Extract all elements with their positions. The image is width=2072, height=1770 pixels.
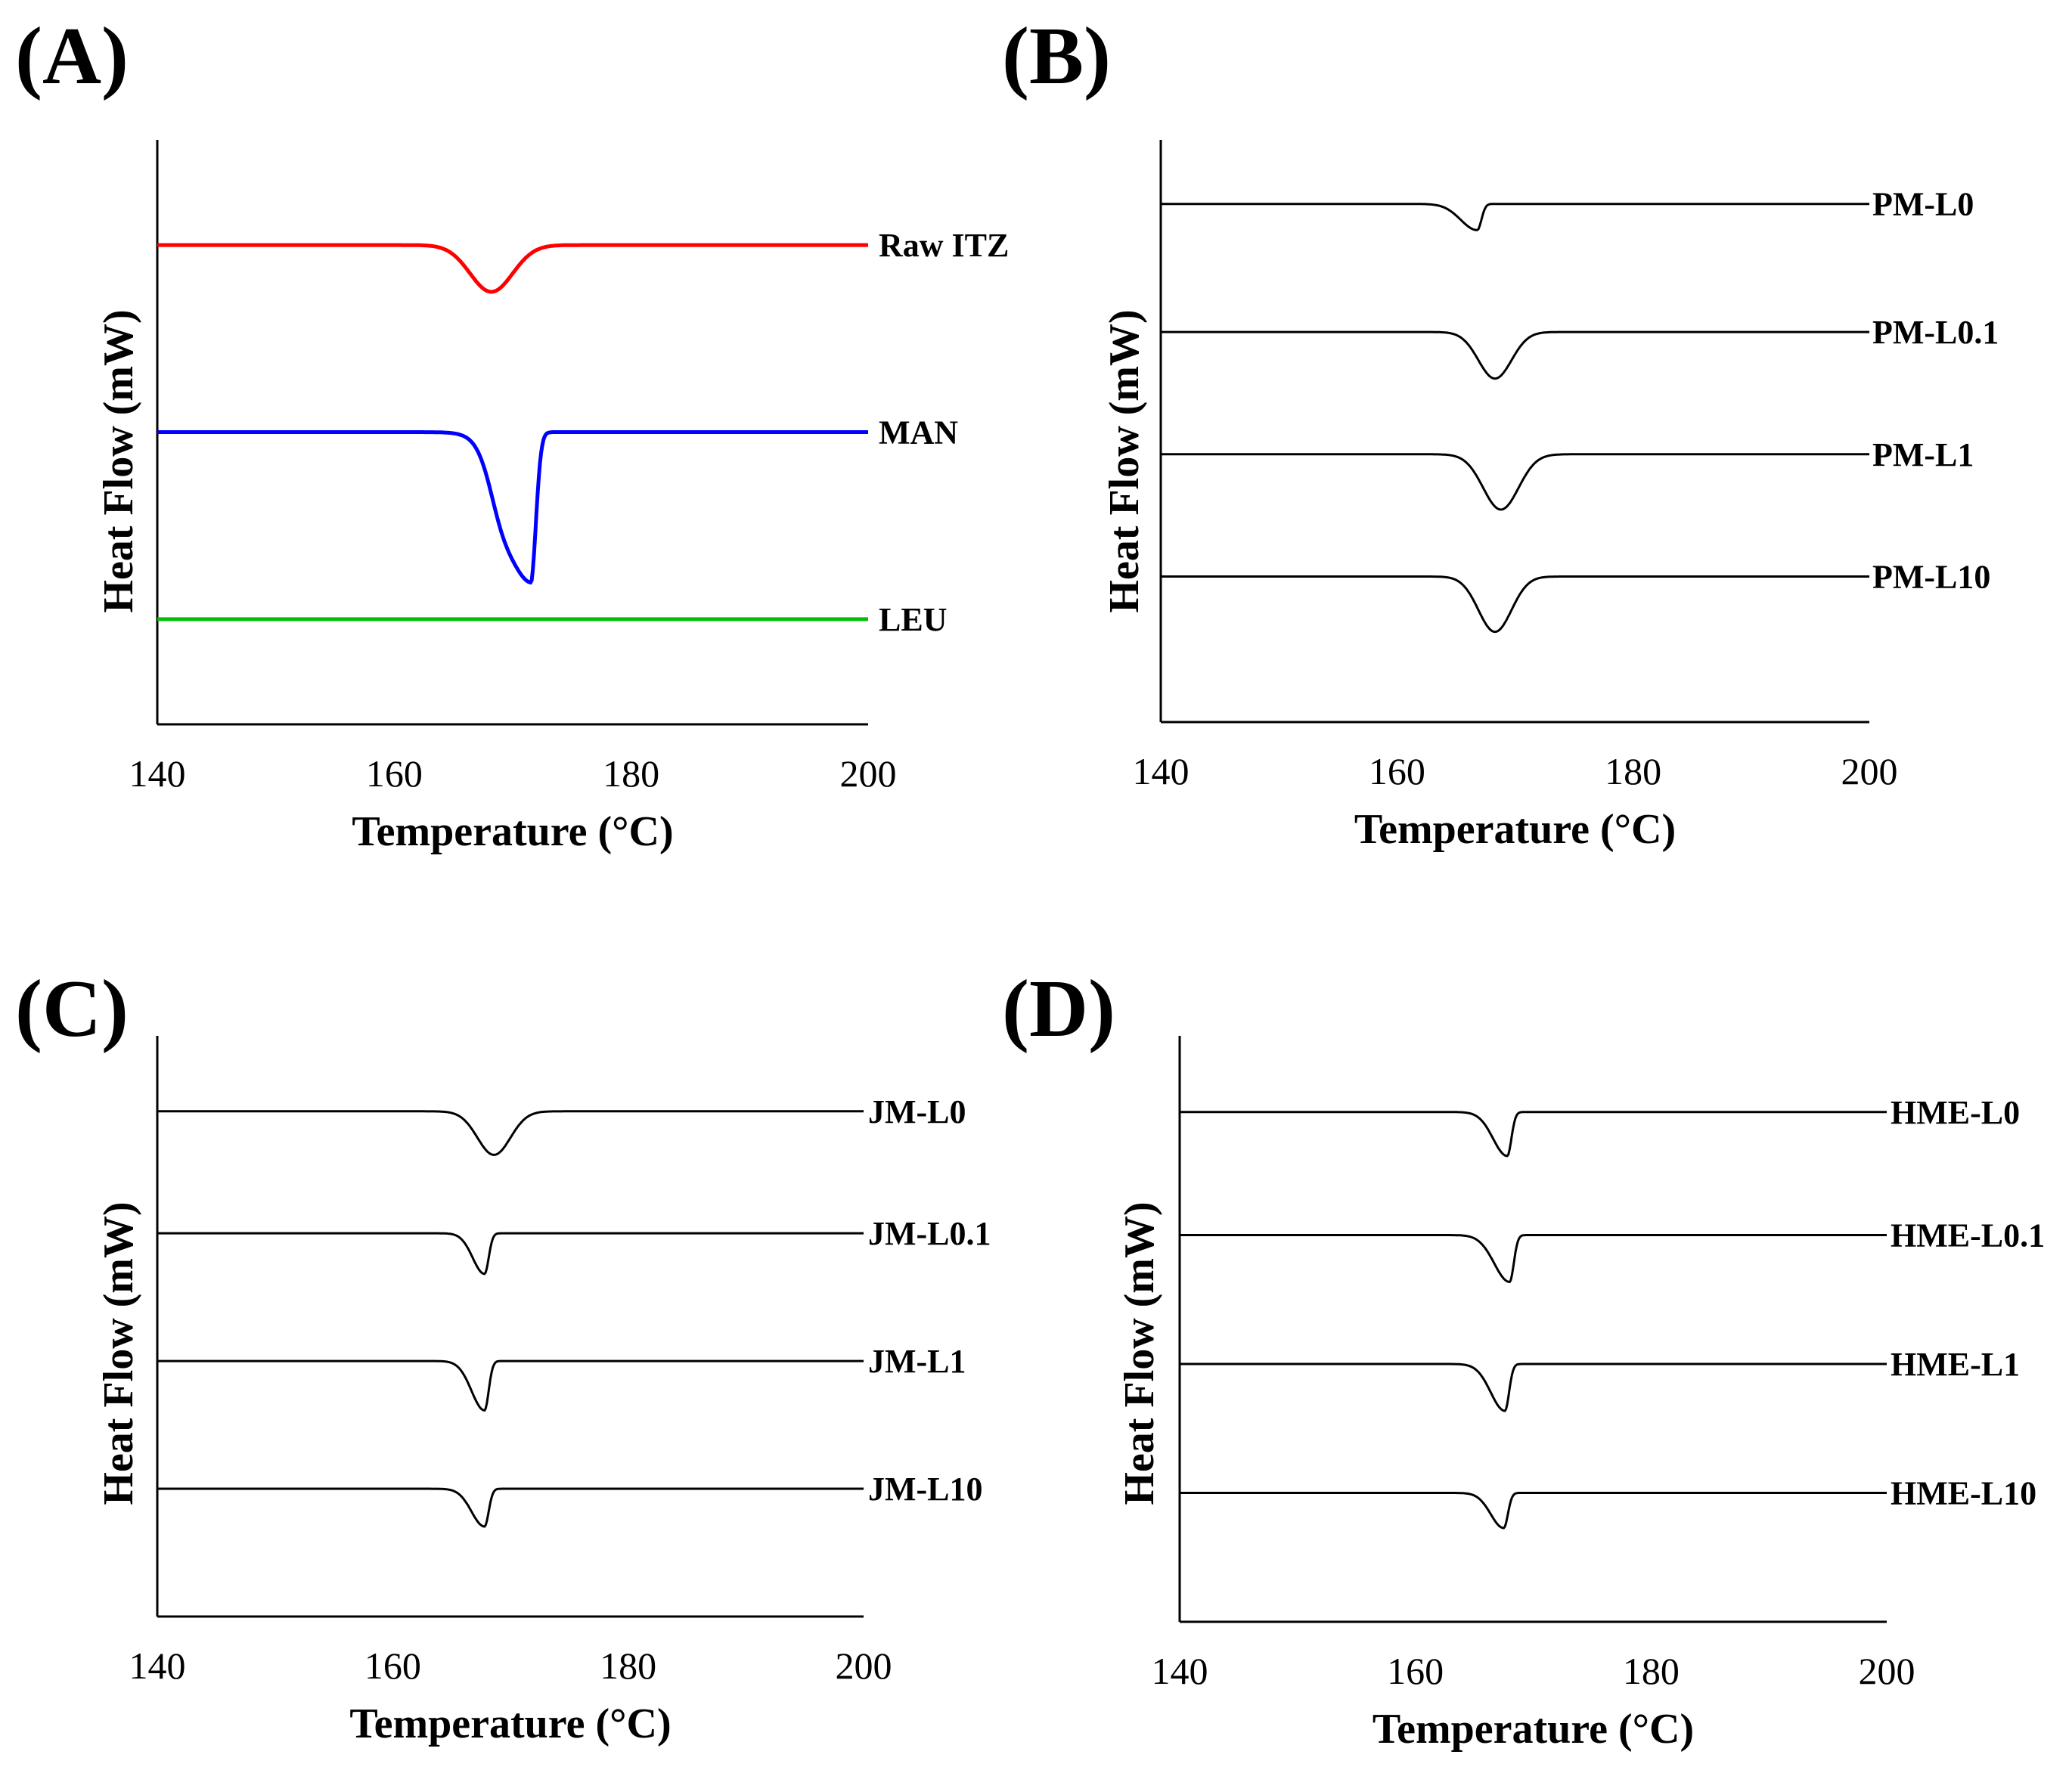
x-tick-label: 140 (129, 1644, 186, 1687)
panel-label: (C) (15, 964, 129, 1054)
series-line-man (157, 430, 868, 585)
series-label: PM-L0 (1872, 186, 1974, 223)
series-line-jm-l0 (157, 1110, 864, 1156)
series-line-pm-l1 (1161, 453, 1869, 511)
series-line-raw-itz (157, 243, 868, 294)
panel-label: (A) (15, 11, 129, 101)
series-line-jm-l1 (157, 1359, 864, 1412)
series-line-pm-l0 (1161, 203, 1869, 231)
x-tick-label: 160 (366, 752, 423, 795)
x-tick-label: 180 (600, 1644, 656, 1687)
x-tick-label: 160 (1369, 750, 1425, 792)
x-axis-label: Temperature (°C) (1373, 1706, 1694, 1753)
series-line-pm-l10 (1161, 575, 1869, 634)
y-axis-label: Heat Flow (mW) (1116, 1201, 1163, 1505)
series-line-hme-l0-1 (1180, 1234, 1887, 1284)
panel-label: (D) (1002, 964, 1115, 1054)
series-line-jm-l0-1 (157, 1232, 864, 1276)
series-label: PM-L10 (1872, 559, 1990, 596)
chart-panel-b: (B) 140 160 180 200 Temperature (°C) Heat Flow… (1002, 11, 1999, 853)
x-tick-label: 180 (1605, 750, 1661, 792)
series-line-hme-l0 (1180, 1111, 1887, 1158)
series-label: JM-L10 (868, 1471, 983, 1508)
series-label: LEU (879, 601, 947, 638)
x-tick-label: 200 (836, 1644, 892, 1687)
series-line-jm-l10 (157, 1487, 864, 1528)
x-axis-label: Temperature (°C) (349, 1700, 671, 1747)
series-label: PM-L0.1 (1872, 314, 1999, 351)
panel-label: (B) (1002, 11, 1111, 101)
series-label: HME-L0 (1891, 1094, 2020, 1131)
series-line-hme-l10 (1180, 1492, 1887, 1530)
x-tick-label: 160 (1387, 1650, 1444, 1692)
chart-panel-d: (D) 140 160 180 200 Temperature (°C) Heat Flow… (1002, 964, 2045, 1753)
series-label: HME-L1 (1891, 1346, 2020, 1383)
y-axis-label: Heat Flow (mW) (1101, 309, 1148, 612)
x-tick-label: 180 (603, 752, 659, 795)
x-tick-label: 140 (129, 752, 186, 795)
y-axis-label: Heat Flow (mW) (95, 309, 142, 612)
series-label: MAN (879, 414, 958, 451)
x-tick-label: 200 (1859, 1650, 1915, 1692)
y-axis-label: Heat Flow (mW) (95, 1201, 142, 1505)
series-label: JM-L0 (868, 1093, 966, 1130)
x-axis-label: Temperature (°C) (352, 808, 673, 855)
x-tick-label: 140 (1152, 1650, 1208, 1692)
series-label: JM-L0.1 (868, 1215, 991, 1252)
series-label: HME-L0.1 (1891, 1217, 2045, 1254)
chart-panel-c: (C) 140 160 180 200 Temperature (°C) Heat Flow… (15, 964, 991, 1747)
x-axis-label: Temperature (°C) (1354, 806, 1676, 853)
x-tick-label: 200 (1841, 750, 1898, 792)
series-label: PM-L1 (1872, 436, 1974, 473)
series-label: Raw ITZ (879, 227, 1009, 264)
series-label: HME-L10 (1891, 1475, 2036, 1512)
x-tick-label: 200 (840, 752, 897, 795)
series-line-hme-l1 (1180, 1362, 1887, 1412)
x-tick-label: 140 (1133, 750, 1190, 792)
chart-panel-a: (A) 140 160 180 200 Temperature (°C) Heat Flow… (15, 11, 1009, 855)
x-tick-label: 160 (364, 1644, 421, 1687)
series-line-pm-l0-1 (1161, 330, 1869, 380)
x-tick-label: 180 (1623, 1650, 1680, 1692)
series-label: JM-L1 (868, 1343, 966, 1380)
